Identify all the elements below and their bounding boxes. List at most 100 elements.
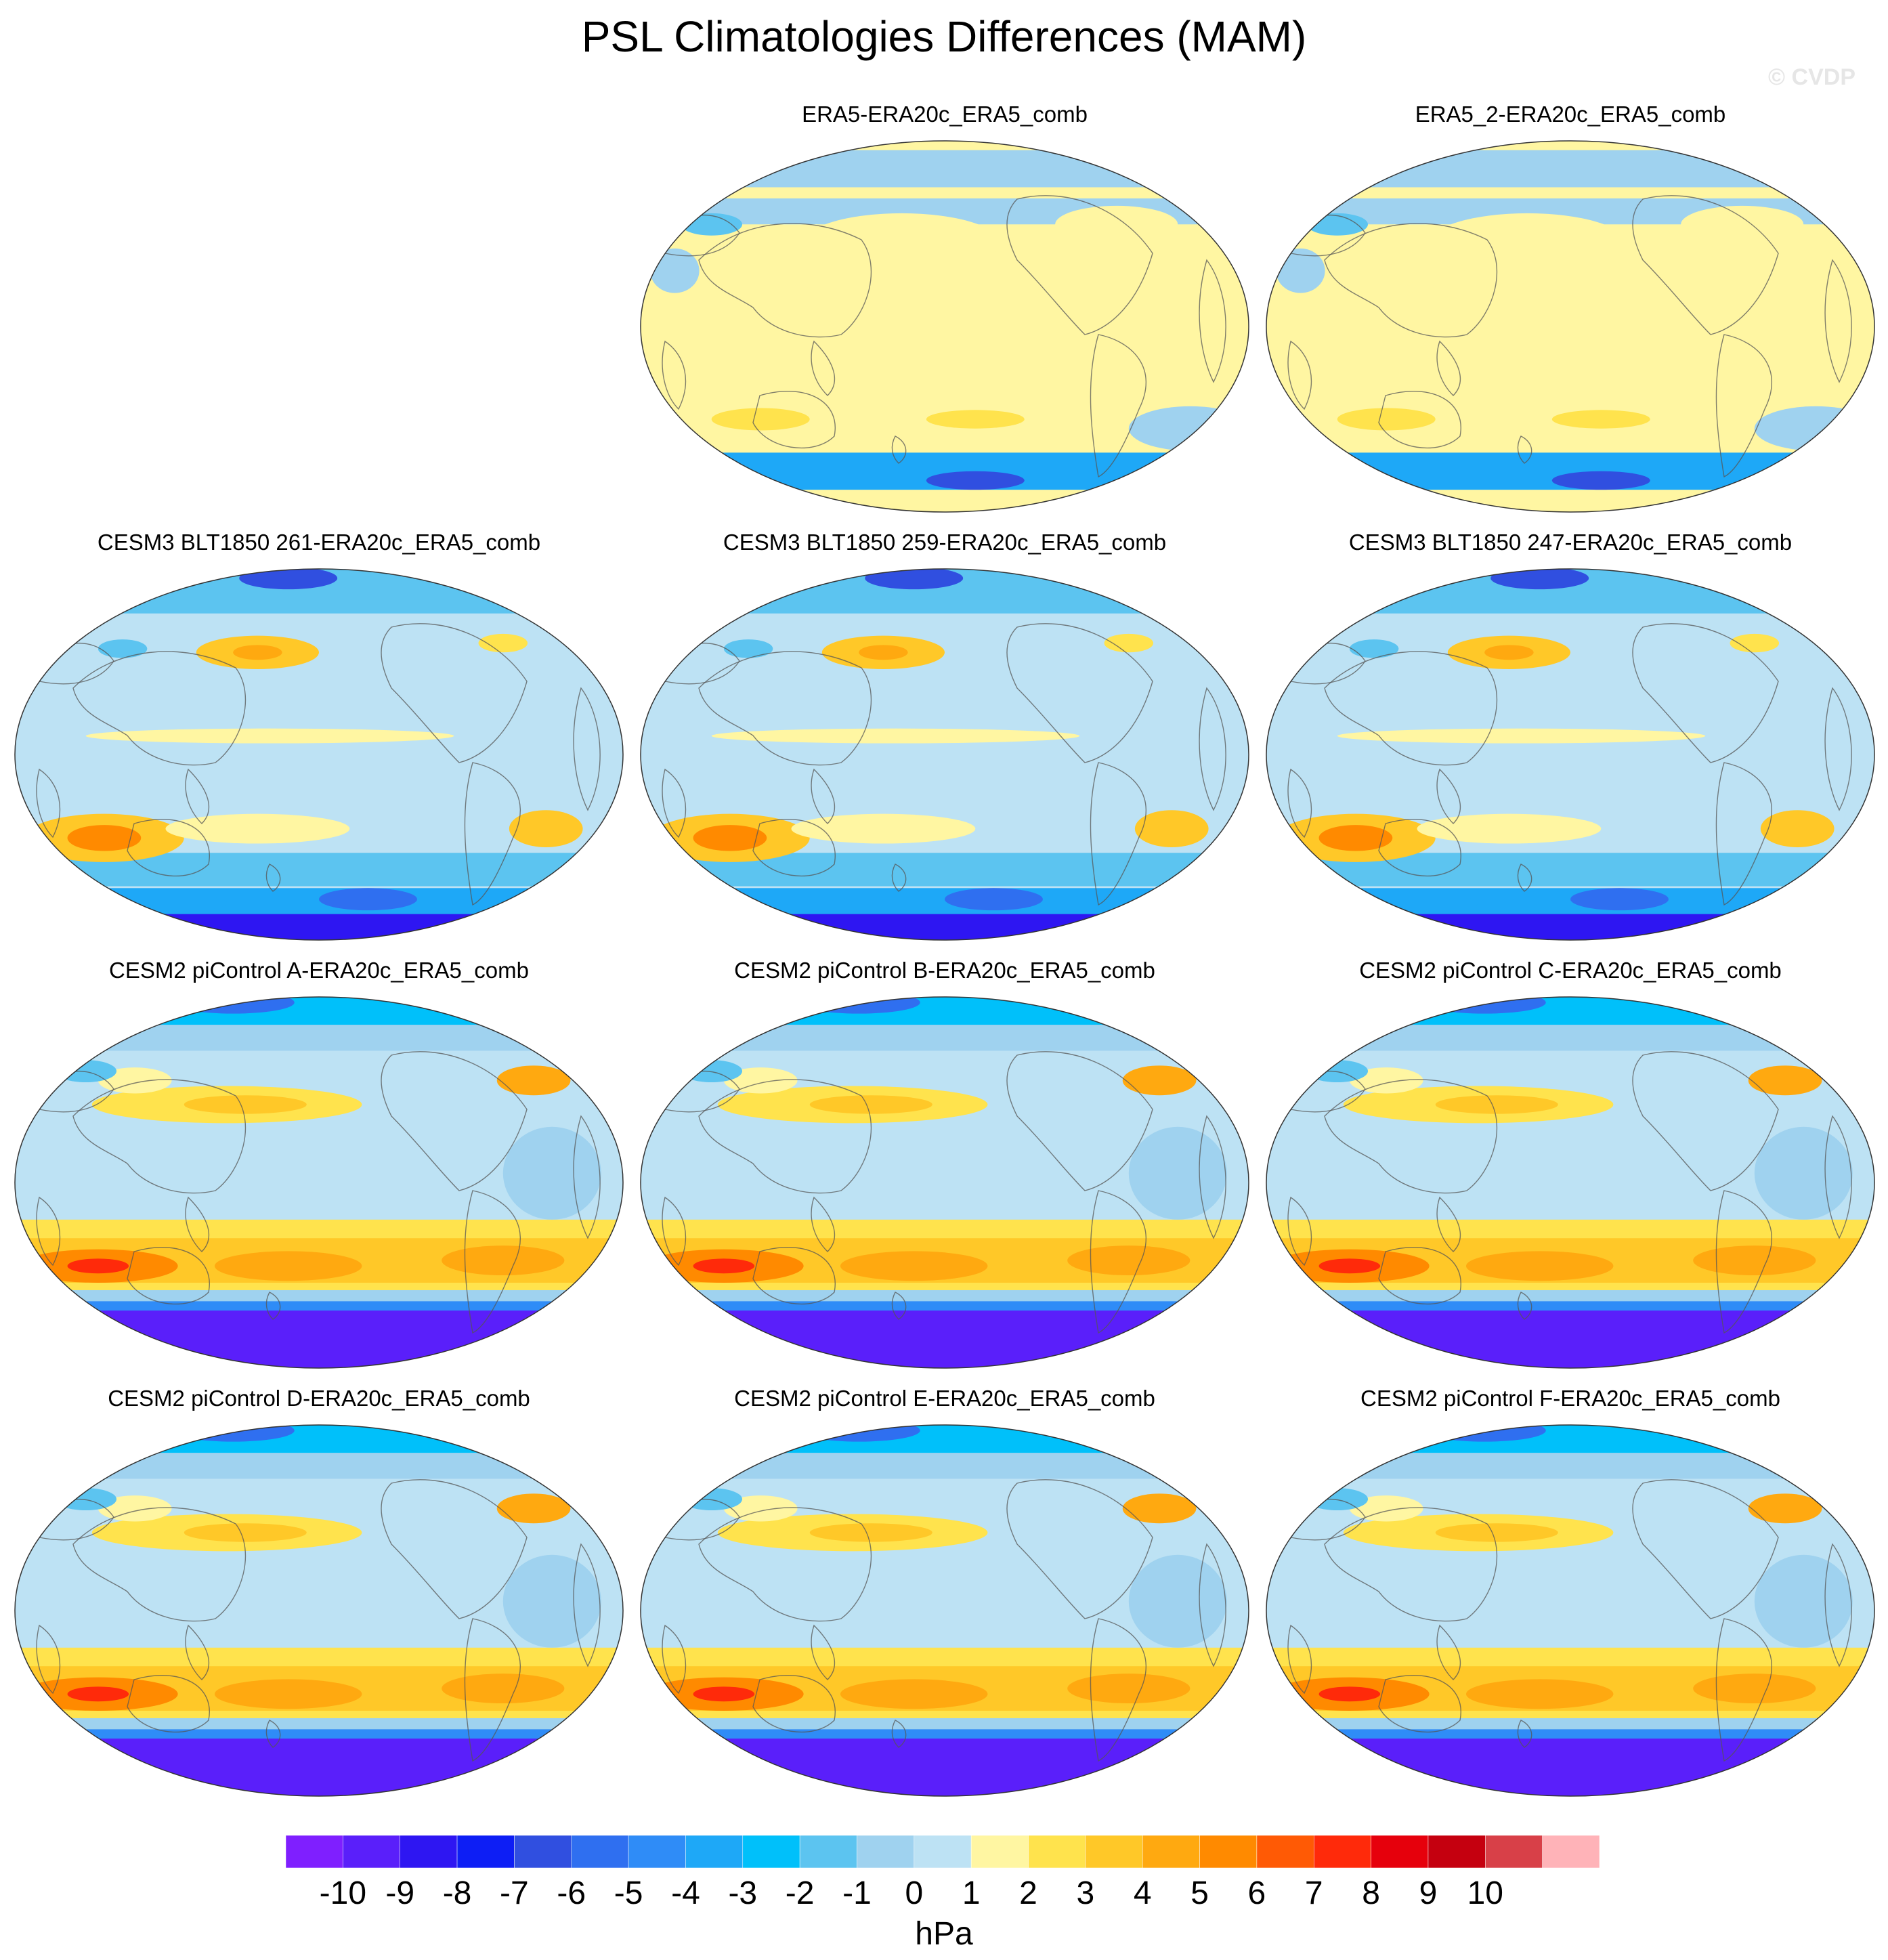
field-band (1266, 1311, 1874, 1368)
colorbar-tick-label: 10 (1467, 1875, 1503, 1911)
field-anomaly (1128, 406, 1249, 451)
colorbar-tick-label: 2 (1019, 1875, 1037, 1911)
field-anomaly (98, 1067, 172, 1094)
panel-title: CESM2 piControl E-ERA20c_ERA5_comb (734, 1386, 1155, 1411)
panel-title: ERA5_2-ERA20c_ERA5_comb (1415, 102, 1726, 127)
coastline (1715, 762, 1772, 906)
coastline (698, 223, 872, 338)
field-anomaly (1429, 213, 1626, 273)
colorbar-tick-label: 1 (962, 1875, 981, 1911)
colorbar-swatch (1371, 1835, 1429, 1868)
panel-title: CESM3 BLT1850 259-ERA20c_ERA5_comb (723, 530, 1167, 555)
colorbar-tick-label: -6 (557, 1875, 586, 1911)
coastline (1517, 1292, 1532, 1320)
field-anomaly (723, 1495, 798, 1522)
coastline (662, 1196, 687, 1266)
colorbar-tick-label: 4 (1133, 1875, 1152, 1911)
map-border (14, 996, 624, 1369)
watermark: © CVDP (1768, 64, 1855, 90)
colorbar-swatch (970, 1835, 1029, 1868)
field-anomaly (1551, 410, 1650, 429)
field-anomaly (233, 645, 282, 660)
field-anomaly (1754, 1554, 1853, 1648)
coastline (573, 687, 601, 811)
field-anomaly (1067, 1245, 1190, 1275)
coastline (265, 1292, 281, 1320)
coastline (381, 1479, 528, 1619)
coastline (1632, 623, 1779, 763)
field-anomaly (840, 1251, 988, 1281)
coastline (1378, 391, 1461, 449)
field-anomaly (926, 410, 1025, 429)
map-heatmap (1266, 140, 1875, 513)
coastline (1006, 1479, 1153, 1619)
field-anomaly (1349, 1067, 1423, 1094)
coastline (891, 435, 907, 464)
coastline (752, 391, 836, 449)
coastline (1517, 435, 1532, 464)
coastline (1436, 768, 1461, 824)
coastline (1090, 1190, 1146, 1334)
coastline (1287, 1196, 1312, 1266)
map-heatmap (14, 568, 624, 941)
colorbar (286, 1835, 1600, 1868)
field-anomaly (1465, 1679, 1614, 1709)
map-panel: CESM2 piControl F-ERA20c_ERA5_comb (1264, 1384, 1877, 1804)
field-anomaly (496, 1065, 571, 1096)
coastline (1632, 195, 1779, 335)
field-anomaly (809, 1523, 932, 1542)
field-band (1266, 1025, 1874, 1051)
coastline (662, 1624, 687, 1695)
field-anomaly (1484, 645, 1534, 660)
field-anomaly (711, 728, 1080, 744)
map-border (640, 1424, 1249, 1797)
colorbar-swatch (343, 1835, 400, 1868)
field-band (641, 1453, 1249, 1479)
field-anomaly (859, 645, 908, 660)
field-anomaly (1551, 471, 1650, 490)
coastline (464, 762, 521, 906)
coastline (1090, 1618, 1146, 1762)
coastline (1715, 1618, 1772, 1762)
field-anomaly (1128, 1126, 1227, 1220)
coastline (811, 1624, 836, 1680)
colorbar-tick-label: 8 (1362, 1875, 1380, 1911)
coastline (891, 1720, 907, 1748)
field-anomaly (914, 259, 1037, 326)
coastline (752, 1675, 836, 1733)
field-anomaly (865, 569, 964, 590)
colorbar-units: hPa (915, 1916, 973, 1952)
field-anomaly (1318, 825, 1393, 851)
map-heatmap (1266, 996, 1875, 1369)
colorbar-swatch (456, 1835, 515, 1868)
map-heatmap (14, 1424, 624, 1797)
field-band (15, 914, 623, 940)
field-anomaly (85, 728, 454, 744)
field-anomaly (1337, 728, 1706, 744)
coastline (1378, 1247, 1461, 1305)
coastline (662, 340, 687, 410)
colorbar-swatch (857, 1835, 915, 1868)
coastline (1006, 1051, 1153, 1191)
coastline (265, 1720, 281, 1748)
colorbar-swatch (628, 1835, 686, 1868)
map-panel: ERA5-ERA20c_ERA5_comb (638, 100, 1251, 520)
field-anomaly (1128, 1554, 1227, 1648)
colorbar-tick-label: -3 (728, 1875, 758, 1911)
map-border (1266, 996, 1875, 1369)
field-band (15, 1311, 623, 1368)
field-band (15, 1739, 623, 1796)
map-panel: CESM2 piControl B-ERA20c_ERA5_comb (638, 956, 1251, 1376)
field-anomaly (318, 888, 417, 911)
field-anomaly (1435, 1523, 1558, 1542)
field-anomaly (239, 569, 338, 590)
field-anomaly (945, 888, 1043, 911)
field-anomaly (214, 1251, 362, 1281)
colorbar-swatch (571, 1835, 629, 1868)
panel-title: ERA5-ERA20c_ERA5_comb (802, 102, 1088, 127)
coastline (1632, 1479, 1779, 1619)
colorbar-tick-label: 9 (1419, 1875, 1438, 1911)
coastline (1715, 1190, 1772, 1334)
field-anomaly (67, 1686, 129, 1702)
panel-title: CESM2 piControl B-ERA20c_ERA5_comb (734, 958, 1155, 983)
